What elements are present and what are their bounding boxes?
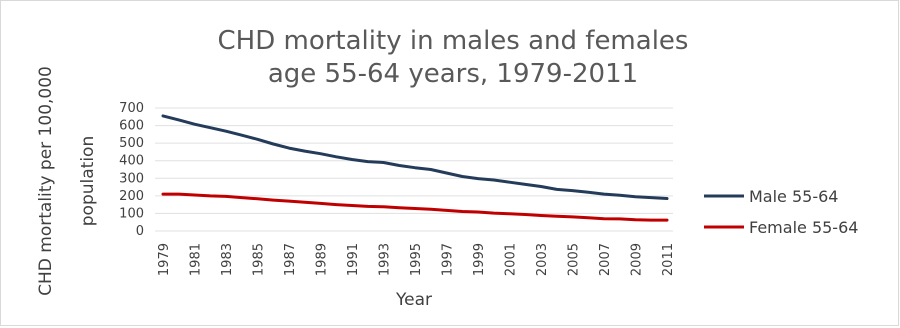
y-axis-label-line-2: population (78, 136, 98, 226)
y-tick-label: 100 (119, 206, 144, 221)
chart-title-line-1: CHD mortality in males and females (218, 26, 689, 56)
legend: Male 55-64 Female 55-64 (704, 187, 858, 237)
series-lines (163, 116, 667, 220)
y-axis-label-line-1: CHD mortality per 100,000 (36, 66, 56, 296)
series-line-female (163, 194, 667, 220)
legend-label-female: Female 55-64 (749, 218, 858, 237)
x-tick-label: 1989 (315, 243, 330, 276)
legend-label-male: Male 55-64 (749, 187, 838, 206)
x-tick-label: 2011 (661, 243, 676, 276)
x-tick-label: 2001 (504, 243, 519, 276)
y-axis-label: CHD mortality per 100,000 population (36, 66, 98, 296)
y-tick-label: 600 (119, 119, 144, 134)
x-tick-label: 1983 (220, 243, 235, 276)
x-tick-label: 2009 (630, 243, 645, 276)
y-tick-label: 300 (119, 171, 144, 186)
x-tick-label: 2005 (567, 243, 582, 276)
x-tick-label: 2007 (598, 243, 613, 276)
x-tick-label: 1985 (252, 243, 267, 276)
y-tick-label: 0 (136, 224, 144, 239)
x-tick-label: 1991 (346, 243, 361, 276)
x-tick-label: 1979 (157, 243, 172, 276)
x-tick-label: 2003 (535, 243, 550, 276)
x-tick-label: 1997 (441, 243, 456, 276)
y-axis-ticks: 700 600 500 400 300 200 100 0 (119, 101, 144, 239)
gridlines (155, 108, 673, 231)
x-tick-label: 1993 (378, 243, 393, 276)
y-tick-label: 700 (119, 101, 144, 116)
y-tick-label: 200 (119, 189, 144, 204)
x-tick-label: 1995 (409, 243, 424, 276)
y-tick-label: 400 (119, 154, 144, 169)
x-tick-label: 1999 (472, 243, 487, 276)
x-axis-ticks: 1979 1981 1983 1985 1987 1989 1991 1993 1995 1997… (157, 243, 676, 276)
series-line-male (163, 116, 667, 199)
chart-title-line-2: age 55-64 years, 1979-2011 (268, 59, 638, 89)
x-tick-label: 1987 (283, 243, 298, 276)
y-tick-label: 500 (119, 136, 144, 151)
x-tick-label: 1981 (189, 243, 204, 276)
x-axis-label: Year (395, 290, 432, 310)
